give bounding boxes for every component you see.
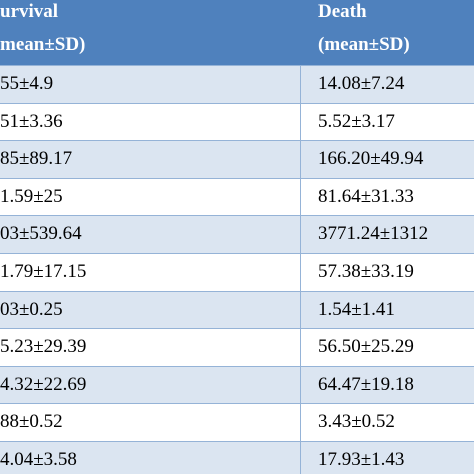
table-cell: 3771.24±1312 [318,223,429,245]
header-text: mean±SD) [0,34,86,55]
table-row: 55±4.9 14.08±7.24 [0,65,474,103]
column-divider [300,65,301,474]
header-text: Death [318,1,367,22]
table-row: 03±539.64 3771.24±1312 [0,215,474,253]
table-row: 1.59±25 81.64±31.33 [0,177,474,216]
table-cell: 5.23±29.39 [0,336,87,358]
table-row: 51±3.36 5.52±3.17 [0,102,474,141]
header-text: (mean±SD) [318,34,410,55]
table-cell: 3.43±0.52 [318,411,395,433]
table-row: 88±0.52 3.43±0.52 [0,403,474,441]
table-cell: 14.08±7.24 [318,73,405,94]
table-cell: 4.32±22.69 [0,373,87,395]
table-row: 4.32±22.69 64.47±19.18 [0,365,474,404]
table-cell: 56.50±25.29 [318,336,414,358]
table-row: 85±89.17 166.20±49.94 [0,140,474,178]
table-row: 4.04±3.58 17.93±1.43 [0,441,474,474]
table-cell: 03±0.25 [0,298,63,320]
table-cell: 1.54±1.41 [318,298,395,320]
table-cell: 4.04±3.58 [0,449,77,470]
table-cell: 166.20±49.94 [318,148,424,170]
table-cell: 88±0.52 [0,411,63,433]
table-cell: 64.47±19.18 [318,373,414,395]
table-cell: 55±4.9 [0,73,54,94]
table-row: 1.79±17.15 57.38±33.19 [0,253,474,291]
table-cell: 85±89.17 [0,148,73,170]
header-row: urvival mean±SD) Death (mean±SD) [0,0,474,65]
table-cell: 51±3.36 [0,110,63,132]
table-cell: 5.52±3.17 [318,110,395,132]
table-row: 03±0.25 1.54±1.41 [0,290,474,329]
header-text: urvival [0,1,59,22]
table-cell: 81.64±31.33 [318,185,414,207]
table-row: 5.23±29.39 56.50±25.29 [0,328,474,366]
table-cell: 1.59±25 [0,185,63,207]
table-cell: 1.79±17.15 [0,261,87,282]
table-cell: 17.93±1.43 [318,449,405,470]
table-cell: 57.38±33.19 [318,261,414,282]
table-cell: 03±539.64 [0,223,82,245]
